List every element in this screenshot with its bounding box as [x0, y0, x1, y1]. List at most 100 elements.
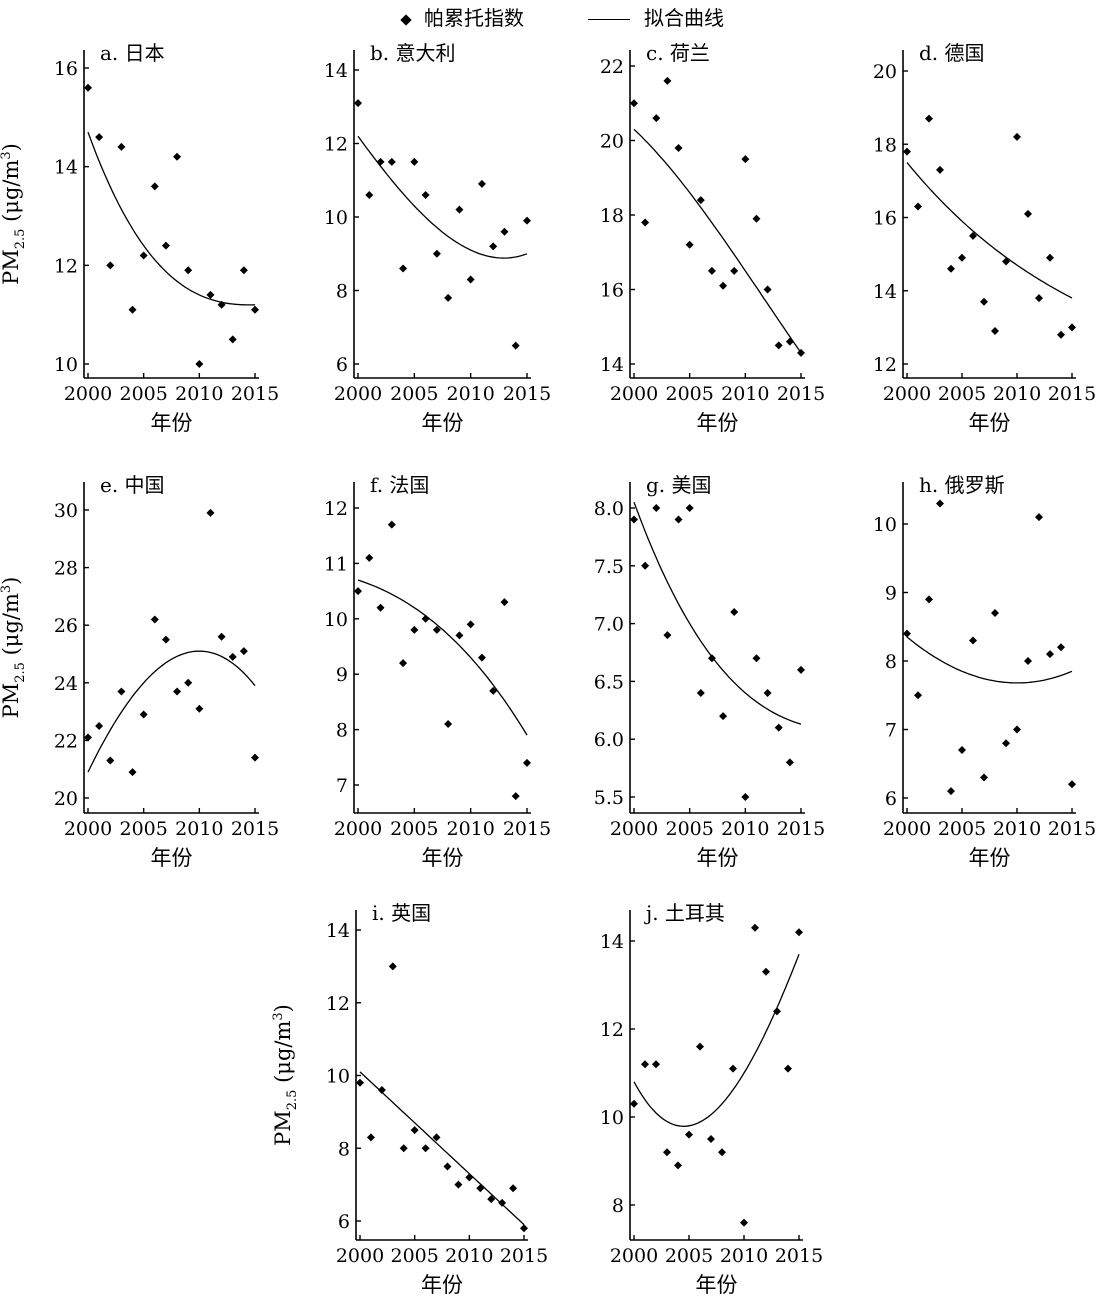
- y-tick-label: 10: [873, 514, 897, 536]
- x-tick-label: 2000: [610, 818, 658, 840]
- y-tick-label: 14: [54, 157, 78, 179]
- data-point: [947, 787, 955, 796]
- data-point: [432, 249, 441, 258]
- data-point: [1057, 330, 1065, 339]
- x-axis-label: 年份: [697, 411, 739, 435]
- x-tick-label: 2005: [938, 818, 986, 840]
- data-point: [195, 360, 204, 368]
- data-point: [663, 1148, 671, 1157]
- data-point: [630, 99, 638, 108]
- legend-points-label: 帕累托指数: [424, 6, 524, 30]
- x-tick-label: 2015: [231, 383, 279, 405]
- x-axis-label: 年份: [422, 846, 464, 870]
- x-tick-label: 2000: [336, 1245, 384, 1267]
- data-point: [523, 216, 531, 225]
- data-point: [465, 1173, 474, 1182]
- data-point: [228, 652, 237, 661]
- data-point: [729, 1064, 737, 1073]
- y-tick-label: 7.0: [594, 614, 624, 636]
- chart-title: f. 法国: [370, 473, 429, 497]
- data-point: [523, 758, 531, 767]
- data-point: [914, 691, 922, 700]
- y-tick-label: 14: [326, 920, 350, 942]
- chart-title: a. 日本: [100, 41, 165, 65]
- data-point: [95, 133, 104, 142]
- x-tick-label: 2010: [446, 818, 494, 840]
- data-point: [1013, 132, 1021, 141]
- y-tick-label: 7: [336, 775, 348, 797]
- x-tick-label: 2000: [64, 383, 112, 405]
- fitted-curve: [633, 128, 802, 354]
- data-point: [980, 773, 988, 782]
- x-tick-label: 2000: [610, 383, 658, 405]
- data-point: [106, 261, 115, 270]
- data-point: [741, 793, 750, 801]
- data-point: [251, 305, 259, 314]
- y-tick-label: 18: [873, 134, 897, 156]
- data-point: [139, 710, 148, 719]
- data-point: [730, 608, 739, 617]
- data-point: [476, 1184, 485, 1193]
- x-axis-label: 年份: [697, 846, 739, 870]
- data-point: [1024, 209, 1032, 218]
- x-tick-label: 2005: [665, 818, 713, 840]
- data-point: [696, 196, 705, 205]
- data-point: [432, 1133, 441, 1142]
- data-point: [239, 647, 248, 656]
- y-tick-label: 16: [54, 58, 78, 80]
- data-point: [1035, 294, 1043, 303]
- data-point: [354, 587, 362, 596]
- data-point: [128, 768, 137, 777]
- data-point: [685, 240, 694, 249]
- y-tick-label: 10: [324, 207, 348, 229]
- data-point: [719, 281, 728, 290]
- y-tick-label: 8.0: [594, 498, 624, 520]
- fitted-curve: [633, 953, 800, 1127]
- data-point: [500, 227, 509, 236]
- data-point: [1035, 513, 1043, 522]
- legend-line-label: 拟合曲线: [644, 6, 724, 30]
- data-point: [117, 142, 126, 151]
- chart-title: h. 俄罗斯: [919, 473, 1005, 497]
- data-point: [752, 214, 761, 223]
- x-tick-label: 2010: [993, 818, 1041, 840]
- data-point: [455, 631, 464, 640]
- x-tick-label: 2005: [390, 383, 438, 405]
- x-axis-label: 年份: [421, 1273, 463, 1296]
- y-tick-label: 8: [338, 1138, 350, 1160]
- data-point: [1013, 725, 1021, 734]
- data-point: [751, 923, 759, 932]
- data-point: [707, 654, 716, 663]
- x-tick-label: 2010: [445, 1245, 493, 1267]
- data-point: [741, 155, 750, 164]
- data-point: [947, 264, 955, 273]
- chart-title: g. 美国: [646, 473, 712, 497]
- data-point: [663, 76, 672, 85]
- data-point: [228, 335, 237, 344]
- data-point: [251, 753, 259, 762]
- data-point: [173, 687, 182, 696]
- x-tick-label: 2005: [938, 383, 986, 405]
- y-tick-label: 6: [885, 788, 897, 810]
- data-point: [161, 635, 170, 644]
- x-tick-label: 2005: [390, 1245, 438, 1267]
- y-tick-label: 22: [54, 730, 78, 752]
- data-point: [489, 242, 498, 251]
- data-point: [498, 1198, 507, 1207]
- y-tick-label: 12: [600, 1019, 624, 1041]
- data-point: [217, 300, 226, 309]
- x-tick-label: 2015: [1048, 818, 1096, 840]
- data-point: [784, 1064, 792, 1073]
- y-tick-label: 10: [324, 609, 348, 631]
- y-tick-label: 10: [600, 1107, 624, 1129]
- data-point: [936, 165, 944, 174]
- data-point: [511, 792, 520, 801]
- data-point: [477, 653, 486, 662]
- data-point: [184, 678, 193, 687]
- chart-title: c. 荷兰: [646, 41, 710, 65]
- data-point: [1024, 657, 1032, 665]
